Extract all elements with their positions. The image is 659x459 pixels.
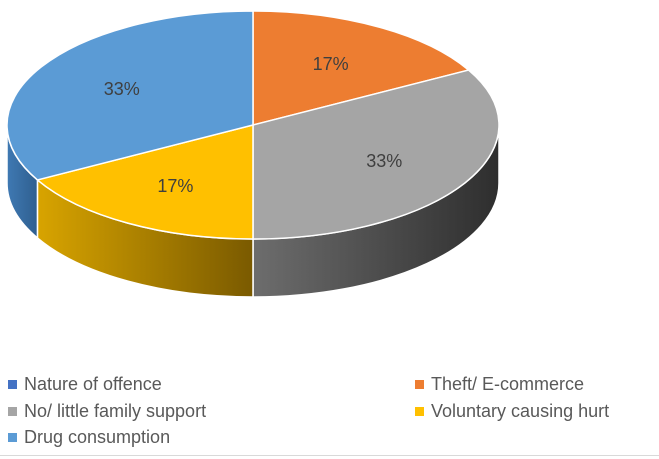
- legend-swatch: [8, 380, 17, 389]
- pie-slice-voluntary-causing-hurt: [35, 124, 254, 240]
- data-label-drug-consumption: 33%: [104, 79, 140, 99]
- legend-label: Nature of offence: [24, 374, 162, 394]
- legend-item-no-little-family-support: No/ little family support: [8, 401, 206, 422]
- legend-label: Theft/ E-commerce: [431, 374, 585, 394]
- data-label-no-little-family-support: 33%: [366, 151, 402, 171]
- legend-label: No/ little family support: [24, 401, 207, 421]
- legend-label: Drug consumption: [24, 427, 171, 447]
- pie-slice-no-little-family-support: [252, 69, 500, 240]
- pie-slice-theft-e-commerce: [252, 10, 471, 126]
- divider: [0, 455, 659, 456]
- legend-label: Voluntary causing hurt: [431, 401, 610, 421]
- legend-swatch: [8, 433, 17, 442]
- legend-swatch: [415, 380, 424, 389]
- pie-top-slices: [6, 10, 500, 240]
- pie-slice-drug-consumption: [6, 10, 254, 181]
- data-label-voluntary-causing-hurt: 17%: [157, 176, 193, 196]
- legend-item-drug-consumption: Drug consumption: [8, 427, 170, 448]
- legend-item-voluntary-causing-hurt: Voluntary causing hurt: [415, 401, 609, 422]
- pie-chart: 17% 33% 17% 33%: [6, 10, 500, 298]
- legend-item-nature-of-offence: Nature of offence: [8, 374, 162, 395]
- pie-value-labels: 17% 33% 17% 33%: [104, 54, 403, 196]
- legend-item-theft-e-commerce: Theft/ E-commerce: [415, 374, 584, 395]
- data-label-theft-e-commerce: 17%: [313, 54, 349, 74]
- legend: Nature of offence Theft/ E-commerce No/ …: [0, 360, 659, 455]
- legend-swatch: [8, 407, 17, 416]
- legend-swatch: [415, 407, 424, 416]
